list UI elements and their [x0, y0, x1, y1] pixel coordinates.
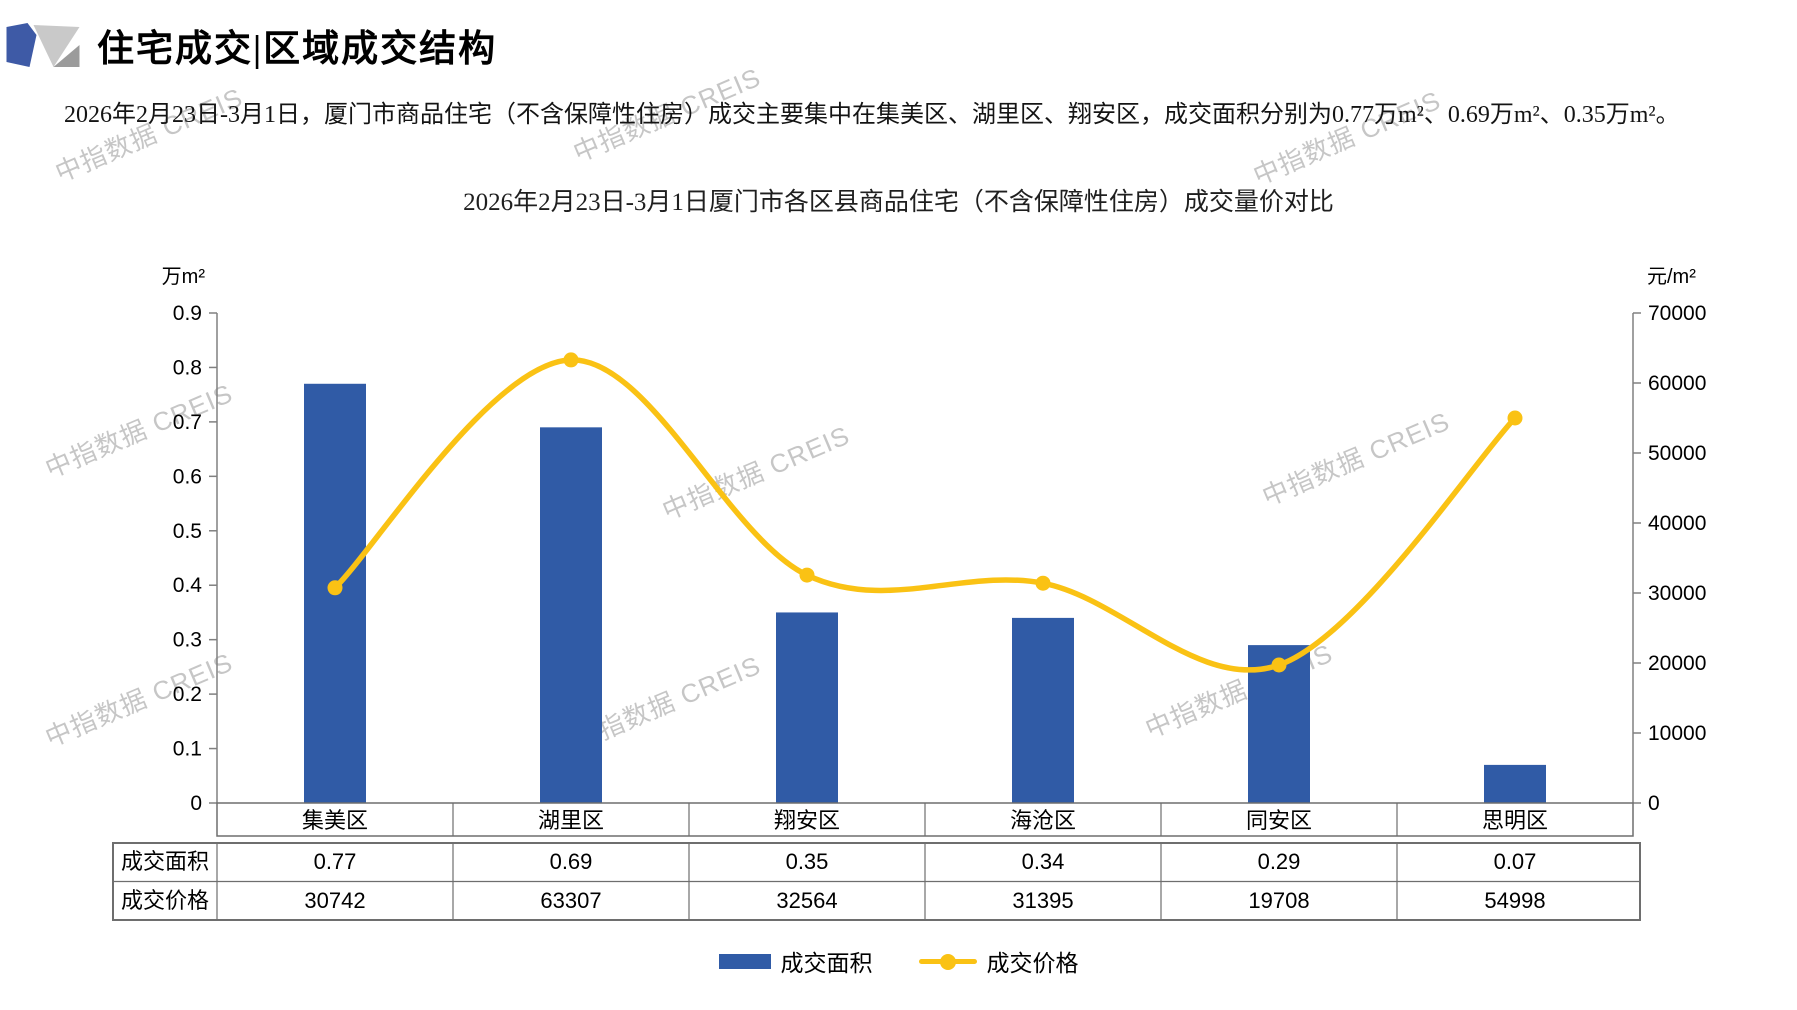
right-axis-tick-label: 40000 [1648, 512, 1706, 535]
legend-line-swatch [918, 953, 977, 970]
price-marker-同安区 [1271, 657, 1287, 673]
category-label: 同安区 [1246, 808, 1312, 833]
legend-bar-swatch [718, 953, 771, 969]
summary-text: 2026年2月23日-3月1日，厦门市商品住宅（不含保障性住房）成交主要集中在集… [64, 102, 1680, 128]
legend-line-marker-icon [939, 953, 956, 970]
category-label: 翔安区 [774, 808, 840, 833]
chart-legend: 成交面积 成交价格 [0, 944, 1797, 978]
price-marker-翔安区 [799, 567, 815, 583]
table-area-value: 0.07 [1494, 849, 1537, 874]
category-label: 思明区 [1482, 808, 1548, 833]
table-area-value: 0.35 [786, 849, 829, 874]
table-row-header-price: 成交价格 [121, 888, 209, 913]
left-axis-tick-label: 0.9 [173, 302, 202, 325]
table-area-value: 0.69 [550, 849, 593, 874]
left-axis-tick-label: 0.7 [173, 411, 202, 434]
right-axis-tick-label: 70000 [1648, 302, 1706, 325]
page-title: 住宅成交|区域成交结构 [97, 29, 498, 70]
left-axis-tick-label: 0.2 [173, 683, 202, 706]
table-price-value: 63307 [540, 888, 601, 913]
legend-label-price: 成交价格 [986, 951, 1079, 976]
bar-海沧区 [1012, 617, 1074, 803]
right-axis-unit-label: 元/m² [1647, 266, 1696, 288]
left-axis-tick-label: 0.3 [173, 629, 202, 652]
price-marker-集美区 [327, 580, 343, 596]
table-price-value: 30742 [304, 888, 365, 913]
table-price-value: 31395 [1012, 888, 1073, 913]
page-header: 住宅成交|区域成交结构 [6, 18, 497, 72]
table-price-value: 54998 [1484, 888, 1545, 913]
right-axis-tick-label: 0 [1648, 792, 1660, 815]
price-marker-海沧区 [1035, 575, 1051, 591]
left-axis-tick-label: 0.5 [173, 520, 202, 543]
bar-思明区 [1484, 764, 1546, 803]
left-axis-unit-label: 万m² [162, 266, 206, 288]
right-axis-tick-label: 10000 [1648, 722, 1706, 745]
left-axis-tick-label: 0.8 [173, 356, 202, 379]
left-axis-tick-label: 0 [190, 792, 202, 815]
table-area-value: 0.34 [1022, 849, 1065, 874]
axis-lines [216, 313, 1634, 803]
right-axis-tick-label: 20000 [1648, 652, 1706, 675]
right-axis-tick-label: 60000 [1648, 372, 1706, 395]
legend-label-area: 成交面积 [780, 951, 873, 976]
right-axis-tick-label: 50000 [1648, 442, 1706, 465]
category-label: 湖里区 [538, 808, 604, 833]
category-label: 集美区 [302, 808, 368, 833]
category-label: 海沧区 [1010, 808, 1076, 833]
left-axis-tick-label: 0.4 [173, 574, 203, 597]
bar-湖里区 [540, 427, 602, 803]
price-marker-湖里区 [563, 352, 579, 368]
table-row-header-area: 成交面积 [121, 849, 209, 874]
table-price-value: 32564 [776, 888, 837, 913]
chart-title: 2026年2月23日-3月1日厦门市各区县商品住宅（不含保障性住房）成交量价对比 [463, 189, 1334, 216]
creis-logo-icon [6, 23, 80, 67]
right-axis-tick-label: 30000 [1648, 582, 1706, 605]
left-axis-tick-label: 0.6 [173, 465, 202, 488]
price-line [332, 357, 1518, 673]
price-marker-思明区 [1507, 410, 1523, 426]
left-axis-tick-label: 0.1 [173, 738, 202, 761]
table-price-value: 19708 [1248, 888, 1309, 913]
table-area-value: 0.29 [1258, 849, 1301, 874]
table-area-value: 0.77 [314, 849, 357, 874]
bar-翔安区 [776, 612, 838, 803]
